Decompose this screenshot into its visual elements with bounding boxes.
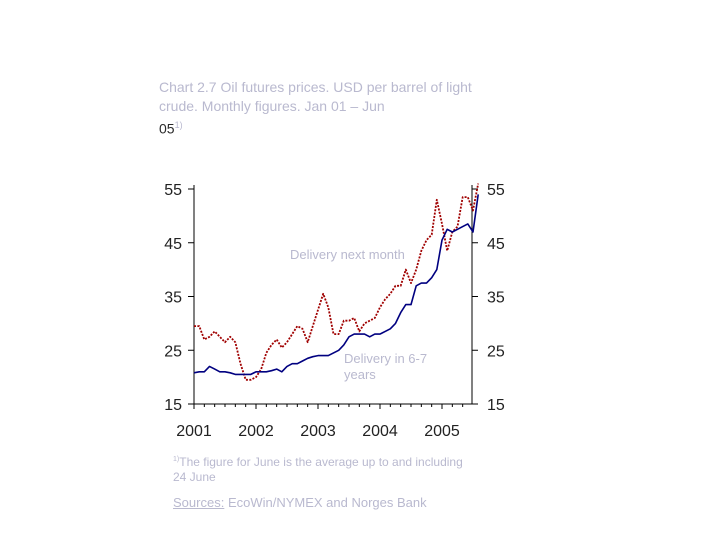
series-line-delivery-next-month (194, 183, 480, 381)
x-tick-label: 2003 (300, 423, 336, 440)
sources-note: Sources: EcoWin/NYMEX and Norges Bank (173, 494, 473, 511)
footnote-text: The figure for June is the average up to… (173, 455, 463, 484)
y-tick-label-right: 45 (487, 236, 505, 253)
chart-title: Chart 2.7 Oil futures prices. USD per ba… (159, 78, 511, 139)
y-tick-label-left: 15 (164, 397, 182, 414)
title-footnote-ref: 1) (174, 120, 183, 130)
sources-text: EcoWin/NYMEX and Norges Bank (227, 495, 427, 510)
x-tick-label: 2002 (238, 423, 274, 440)
annotation-delivery-6-7-years: Delivery in 6-7 years (344, 351, 427, 382)
x-tick-label: 2001 (176, 423, 212, 440)
sources-label: Sources: (173, 495, 225, 510)
series-line-delivery-6-7-years (193, 194, 479, 376)
annotation-delivery-next-month: Delivery next month (290, 247, 405, 262)
y-tick-label-left: 45 (164, 236, 182, 253)
y-tick-label-right: 15 (487, 397, 505, 414)
y-tick-label-right: 35 (487, 290, 505, 307)
footnote-marker: 1) (173, 456, 180, 463)
x-tick-label: 2005 (424, 423, 460, 440)
chart-title-continuation: 05 (159, 120, 175, 137)
y-tick-label-right: 25 (487, 343, 505, 360)
x-tick-label: 2004 (362, 423, 398, 440)
y-tick-label-left: 25 (164, 343, 182, 360)
y-tick-label-left: 35 (164, 290, 182, 307)
chart-title-text: Chart 2.7 Oil futures prices. USD per ba… (159, 79, 472, 114)
y-tick-label-left: 55 (164, 182, 182, 199)
y-tick-label-right: 55 (487, 182, 505, 199)
footnote: 1)The figure for June is the average up … (173, 452, 473, 485)
